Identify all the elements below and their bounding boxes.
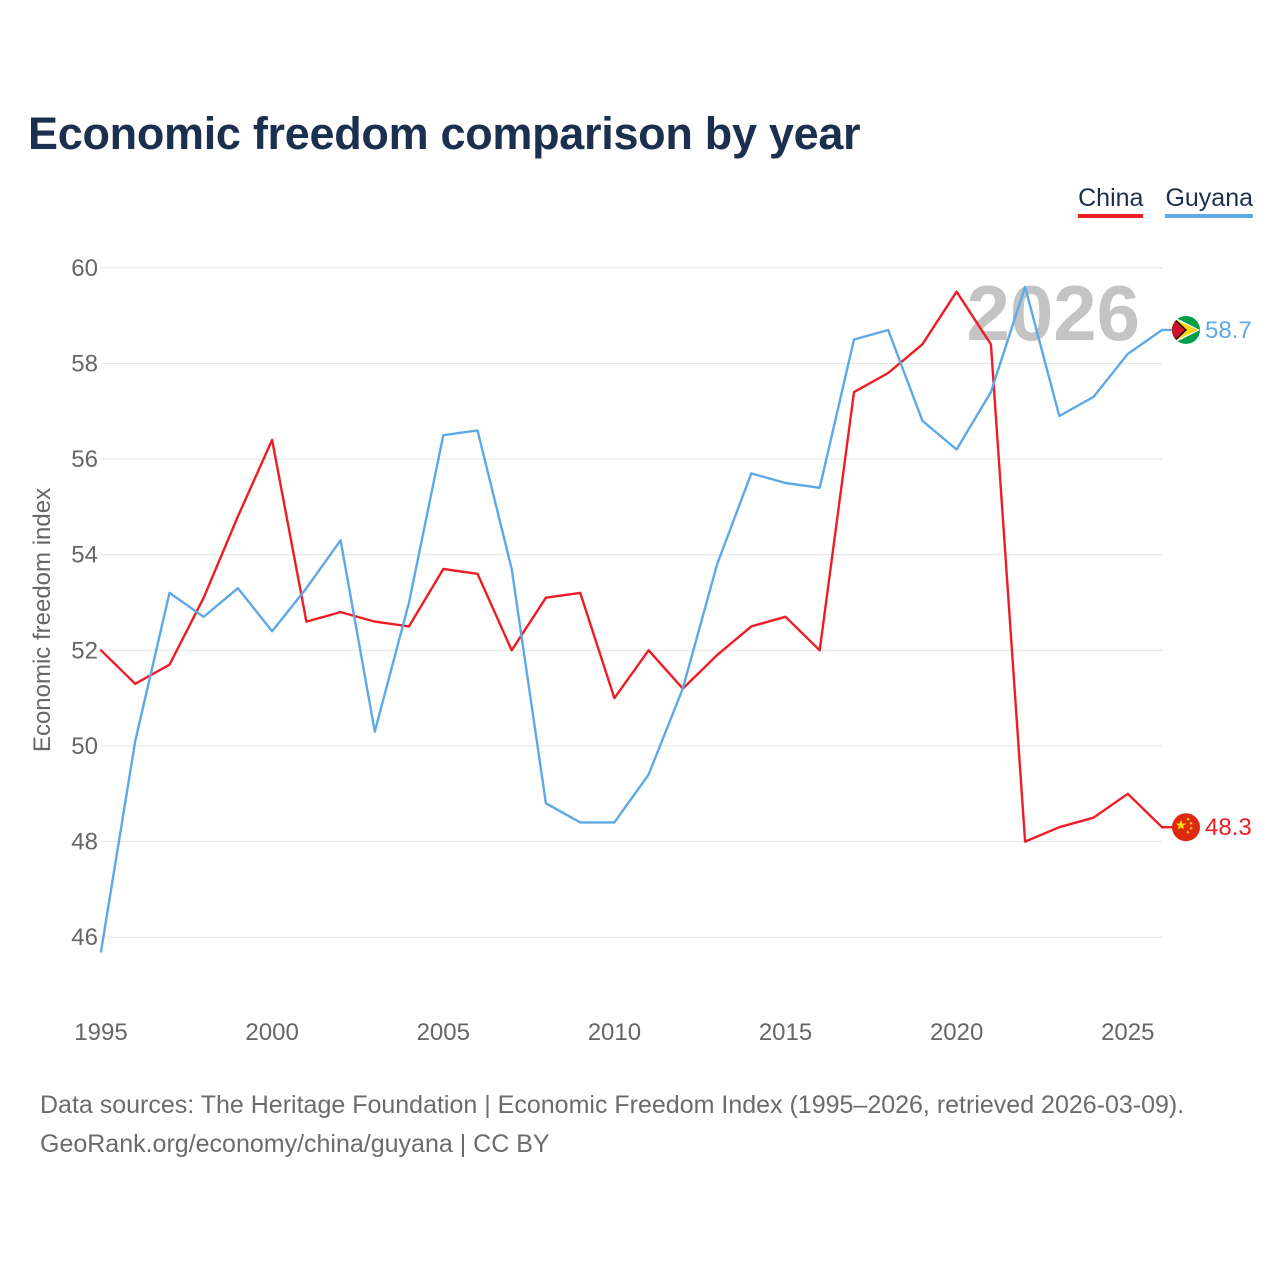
x-tick-label-1995: 1995 bbox=[74, 1019, 127, 1046]
x-axis-ticks: 1995 2000 2005 2010 2015 2020 2025 bbox=[74, 1019, 1154, 1046]
y-tick-label-46: 46 bbox=[71, 924, 98, 951]
y-axis-title: Economic freedom index bbox=[29, 488, 56, 752]
data-source-note: Data sources: The Heritage Foundation | … bbox=[40, 1091, 1185, 1119]
china-flag-star bbox=[1175, 819, 1187, 830]
y-axis-ticks: 46 48 50 52 54 56 58 60 bbox=[71, 255, 98, 951]
guyana-flag-icon bbox=[1172, 315, 1200, 344]
end-value-label-china: 48.3 bbox=[1205, 814, 1252, 841]
current-year-watermark: 2026 bbox=[966, 269, 1140, 357]
guyana-flag-body bbox=[1172, 315, 1200, 344]
end-value-label-guyana: 58.7 bbox=[1205, 317, 1252, 344]
y-tick-label-50: 50 bbox=[71, 733, 98, 760]
x-tick-label-2010: 2010 bbox=[588, 1019, 641, 1046]
page-title: Economic freedom comparison by year bbox=[28, 108, 861, 159]
x-tick-label-2005: 2005 bbox=[417, 1019, 470, 1046]
legend: China Guyana bbox=[1078, 184, 1253, 218]
y-tick-label-58: 58 bbox=[71, 350, 98, 377]
y-tick-label-54: 54 bbox=[71, 542, 98, 569]
y-tick-label-56: 56 bbox=[71, 446, 98, 473]
y-tick-label-60: 60 bbox=[71, 255, 98, 282]
series-line-guyana[interactable] bbox=[99, 285, 1164, 953]
footer: Data sources: The Heritage Foundation | … bbox=[40, 1086, 1184, 1164]
x-tick-label-2015: 2015 bbox=[759, 1019, 812, 1046]
china-flag-star bbox=[1189, 821, 1193, 826]
gridlines bbox=[101, 267, 1162, 938]
x-tick-label-2020: 2020 bbox=[930, 1019, 983, 1046]
series-line-china[interactable] bbox=[99, 290, 1164, 843]
china-flag-star bbox=[1186, 830, 1190, 835]
legend-item-china[interactable]: China bbox=[1078, 184, 1144, 218]
china-flag-star bbox=[1186, 817, 1190, 822]
x-tick-label-2000: 2000 bbox=[245, 1019, 298, 1046]
end-markers: 48.3 58.7 bbox=[1162, 315, 1252, 842]
attribution-link[interactable]: GeoRank.org/economy/china/guyana | CC BY bbox=[40, 1130, 550, 1158]
series-lines bbox=[99, 285, 1164, 953]
legend-item-guyana[interactable]: Guyana bbox=[1165, 184, 1253, 218]
china-flag-background bbox=[1172, 813, 1200, 842]
y-tick-label-52: 52 bbox=[71, 637, 98, 664]
x-tick-label-2025: 2025 bbox=[1101, 1019, 1154, 1046]
china-flag-icon bbox=[1172, 813, 1200, 842]
china-flag-star bbox=[1189, 826, 1193, 831]
y-tick-label-48: 48 bbox=[71, 829, 98, 856]
